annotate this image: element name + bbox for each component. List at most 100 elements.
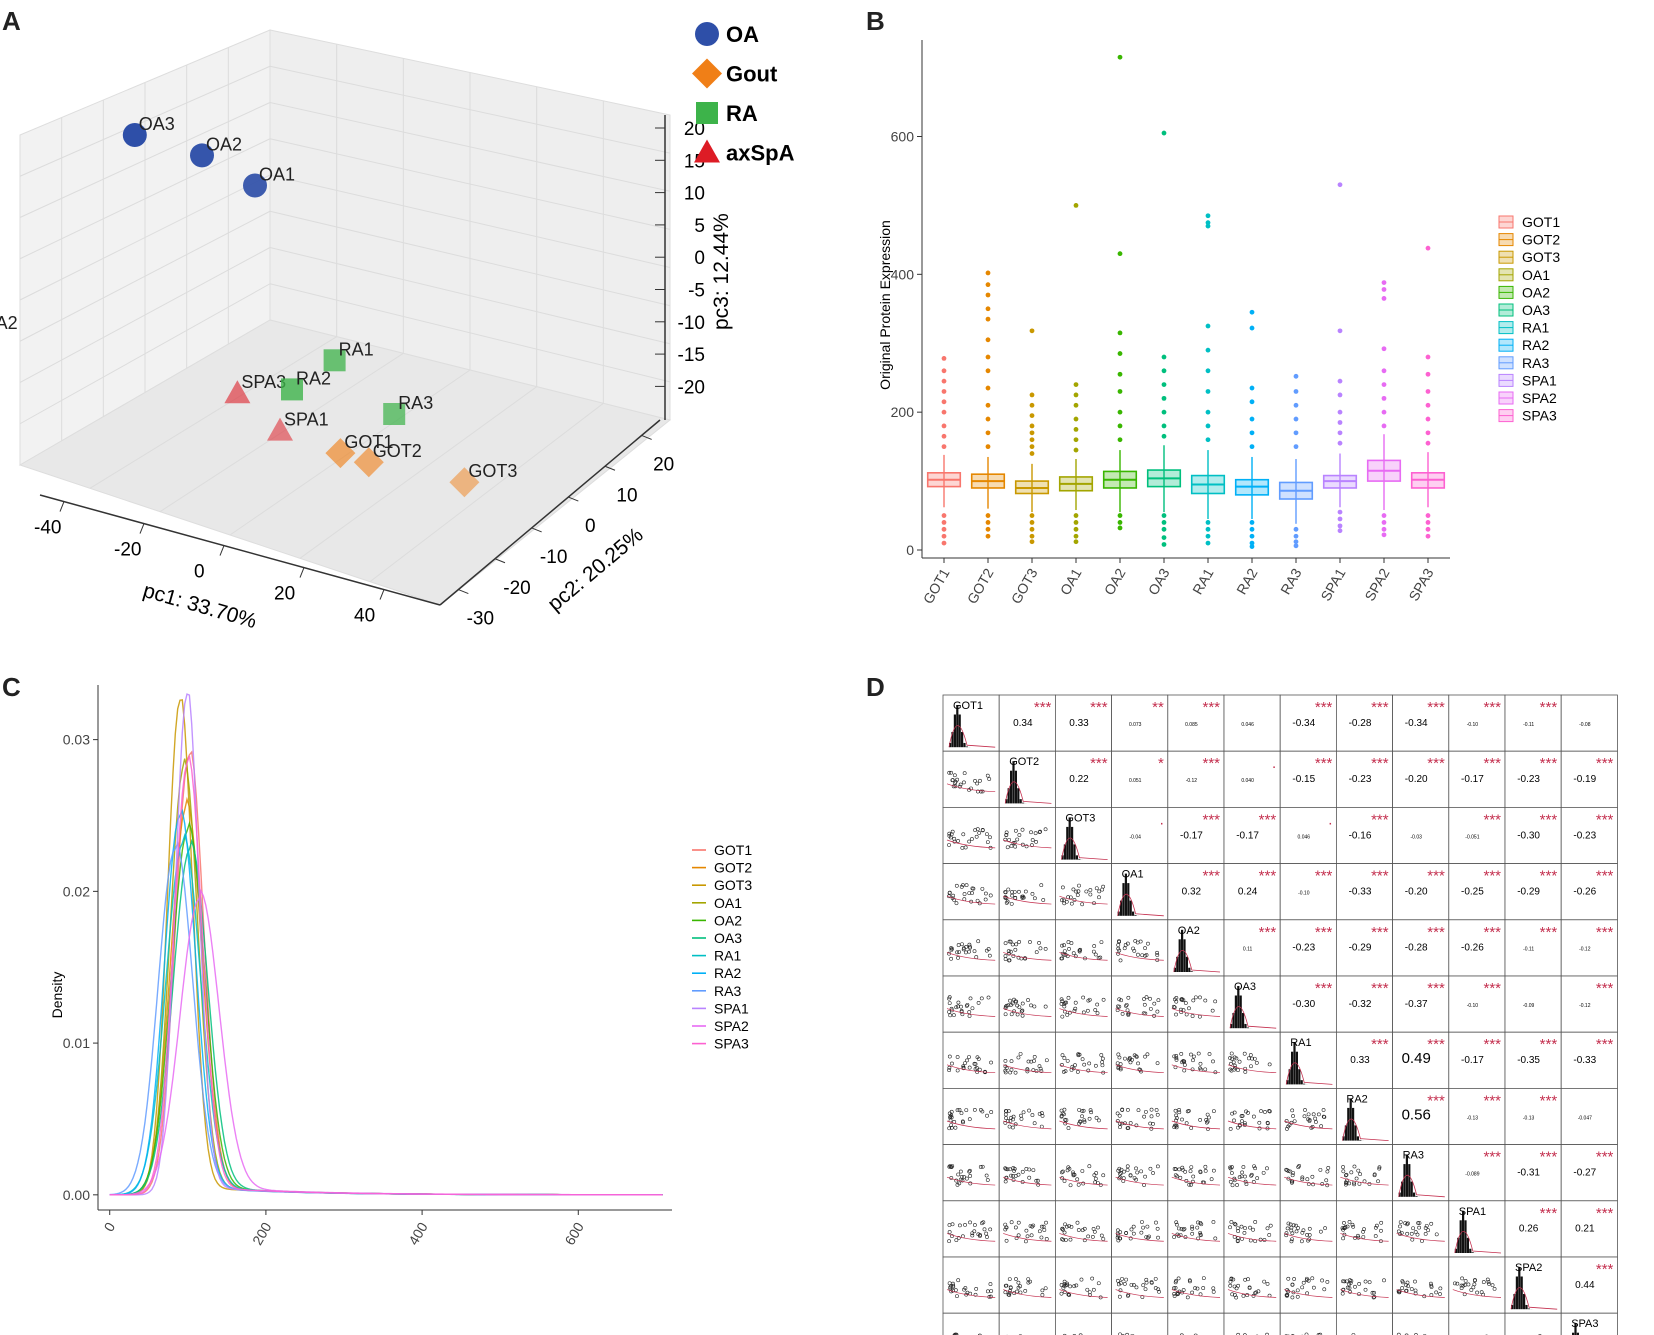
corr-scatter-point [985, 1113, 989, 1118]
corr-stars: *** [1090, 755, 1108, 772]
corr-scatter-point [961, 1064, 966, 1069]
corr-scatter-point [1062, 1333, 1067, 1335]
pc3-tick-label: -20 [678, 377, 705, 398]
pc2-tick [494, 558, 506, 564]
corr-scatter-point [1203, 1067, 1208, 1072]
corr-cell [1448, 975, 1506, 1033]
corr-scatter-point [1318, 1167, 1323, 1172]
box-outlier-got3 [1029, 328, 1035, 334]
corr-scatter-point [1091, 949, 1096, 954]
box-outlier-oa1 [1073, 426, 1079, 432]
corr-scatter-point [1012, 890, 1017, 894]
box-outlier-ra2 [1249, 416, 1255, 422]
corr-scatter-point [1010, 1174, 1015, 1178]
corr-scatter-point [1372, 1172, 1377, 1177]
corr-scatter-point [974, 1287, 979, 1291]
corr-stars: *** [1090, 699, 1108, 716]
corr-hist-bar [1181, 929, 1184, 972]
corr-scatter-point [1009, 1173, 1013, 1178]
corr-smooth-line [1171, 1064, 1221, 1074]
corr-scatter-point [1009, 1003, 1013, 1007]
box-outlier-oa2 [1117, 520, 1123, 525]
box-outlier-oa1 [1073, 437, 1079, 443]
corr-scatter-point [1006, 887, 1011, 892]
corr-scatter-point [1061, 1169, 1065, 1174]
corr-scatter-point [1030, 838, 1035, 842]
corr-scatter-point [1122, 1281, 1127, 1286]
corr-scatter-point [975, 781, 980, 786]
pc1-tick [219, 545, 225, 556]
corr-scatter-point [947, 833, 952, 838]
corr-stars: *** [1596, 1261, 1614, 1278]
corr-scatter-point [1059, 1291, 1064, 1296]
corr-cell [1448, 863, 1506, 921]
corr-var-label: SPA2 [1515, 1262, 1542, 1274]
pca-legend-label: axSpA [726, 141, 795, 166]
corr-scatter-point [1139, 1230, 1144, 1235]
corr-cell [1223, 1144, 1281, 1202]
corr-scatter-point [1377, 1165, 1382, 1170]
box-outlier-got3 [1029, 402, 1035, 408]
corr-scatter-point [1284, 1231, 1289, 1236]
corr-scatter-point [1417, 1221, 1422, 1225]
boxplot-legend-label: GOT3 [1522, 249, 1560, 265]
corr-scatter-point [1174, 1113, 1179, 1118]
corr-scatter-point [1254, 1290, 1258, 1295]
corr-cell [1223, 1256, 1281, 1314]
corr-scatter-point [1118, 1281, 1123, 1286]
corr-scatter-point [1073, 1063, 1077, 1068]
box-outlier-spa2 [1381, 409, 1387, 415]
corr-scatter-point [1177, 1107, 1181, 1112]
corr-scatter-point [1024, 1228, 1029, 1233]
corr-scatter-point [1204, 1118, 1209, 1122]
corr-scatter-point [1415, 1232, 1420, 1237]
box-outlier-ra2 [1249, 533, 1255, 539]
box-outlier-got1 [941, 540, 947, 546]
box-outlier-ra3 [1293, 539, 1299, 545]
corr-scatter-point [1077, 949, 1082, 954]
corr-stars: *** [1596, 1205, 1614, 1222]
corr-cell [1167, 1312, 1225, 1335]
box-outlier-oa3 [1161, 382, 1167, 387]
corr-scatter-point [1356, 1168, 1361, 1173]
corr-value: 0.046 [1298, 834, 1311, 840]
box-outlier-oa2 [1117, 513, 1123, 518]
corr-scatter-point [1187, 1006, 1191, 1011]
pc1-tick [139, 523, 145, 534]
box-outlier-got1 [941, 356, 947, 361]
corr-scatter-point [1236, 1068, 1240, 1073]
corr-value: -0.10 [1298, 891, 1310, 897]
box-outlier-ra3 [1293, 543, 1299, 549]
corr-scatter-point [1075, 1070, 1080, 1074]
corr-smooth-line [1227, 1064, 1277, 1074]
corr-cell [1167, 806, 1225, 864]
box-outlier-got2 [985, 354, 991, 360]
pca-point-ra2 [281, 378, 303, 401]
corr-scatter-point [1005, 1167, 1010, 1172]
corr-hist-bar [1520, 1276, 1523, 1310]
corr-scatter-point [1249, 1172, 1254, 1177]
density-y-tick-label: 0.00 [63, 1187, 90, 1203]
corr-scatter-point [967, 1065, 972, 1070]
corr-density-line [1510, 1287, 1558, 1310]
pca-grid [19, 44, 671, 583]
corr-scatter-point [1229, 1051, 1234, 1056]
corr-stars: *** [1371, 924, 1389, 941]
corr-scatter-point [1003, 837, 1008, 842]
corr-cell [1504, 863, 1562, 921]
corr-scatter-point [1038, 829, 1042, 834]
corr-smooth-line [1340, 1176, 1389, 1186]
box-outlier-got2 [985, 444, 991, 450]
corr-scatter-point [1265, 1166, 1269, 1171]
box-outlier-ra2 [1249, 540, 1255, 546]
corr-scatter-point [1413, 1230, 1418, 1234]
corr-hist-bar [953, 714, 956, 748]
corr-scatter-point [1174, 1116, 1179, 1120]
corr-value: 0.49 [1402, 1050, 1431, 1067]
corr-scatter-point [1060, 1227, 1065, 1231]
corr-value: -0.16 [1349, 830, 1372, 841]
corr-scatter-point [1078, 1120, 1083, 1124]
corr-scatter-point [1006, 1003, 1011, 1008]
corr-scatter-point [950, 1061, 954, 1066]
box-outlier-got2 [985, 513, 991, 518]
